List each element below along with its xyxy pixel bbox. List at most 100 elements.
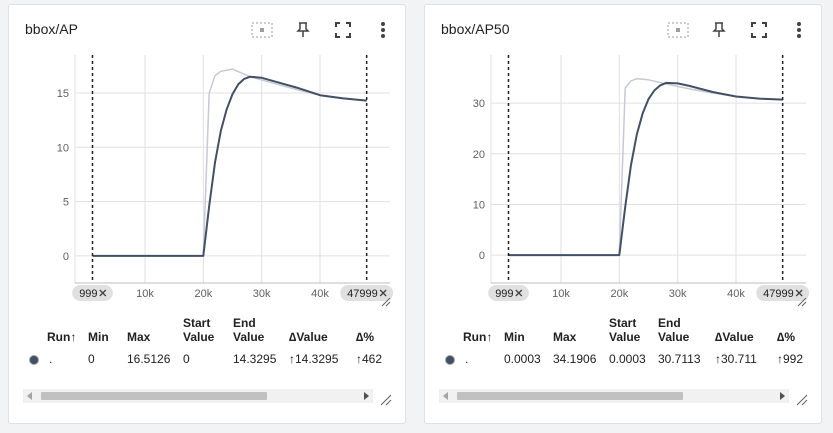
close-icon bbox=[379, 289, 387, 297]
line-chart[interactable]: 0 10 20 30 10k 20k 30k 40k 999 47999 bbox=[425, 5, 822, 305]
fullscreen-icon bbox=[751, 22, 767, 38]
chip-label: 47999 bbox=[347, 288, 378, 300]
y-tick-label: 0 bbox=[63, 251, 69, 263]
x-tick-label: 40k bbox=[311, 288, 329, 300]
cell-delta-pct: ↑462 bbox=[356, 352, 383, 366]
card-title: bbox/AP50 bbox=[441, 21, 510, 37]
y-tick-label: 30 bbox=[473, 98, 485, 110]
more-vert-icon bbox=[797, 22, 801, 38]
more-options-button[interactable] bbox=[786, 17, 812, 43]
run-color-dot bbox=[29, 355, 39, 365]
scalar-card-bbox-ap50: bbox/AP50 0 10 20 30 10k 20k 30k 40k 999 47999 Ru… bbox=[424, 4, 822, 424]
x-tick-label: 20k bbox=[610, 288, 628, 300]
more-options-button[interactable] bbox=[370, 17, 396, 43]
scroll-right-icon[interactable] bbox=[364, 392, 369, 400]
scalar-card-bbox-ap: bbox/AP 0 5 10 15 10k 20k 30k 40k 999 47999 Run↑ … bbox=[8, 4, 406, 424]
y-tick-label: 20 bbox=[473, 149, 485, 161]
sort-arrow-icon: ↑ bbox=[486, 330, 493, 344]
cell-max: 16.5126 bbox=[127, 352, 171, 366]
y-tick-label: 15 bbox=[57, 88, 69, 100]
cell-min: 0 bbox=[88, 352, 95, 366]
y-tick-label: 5 bbox=[63, 197, 69, 209]
x-tick-label: 30k bbox=[253, 288, 271, 300]
cell-run: . bbox=[465, 352, 469, 366]
run-color-dot bbox=[445, 355, 455, 365]
header-min[interactable]: Min bbox=[504, 330, 525, 344]
horizontal-scrollbar[interactable] bbox=[23, 389, 373, 403]
header-delta-value[interactable]: ∆Value bbox=[715, 330, 754, 344]
range-start-chip[interactable]: 999 bbox=[488, 285, 529, 301]
cell-run: . bbox=[49, 352, 53, 366]
range-start-chip[interactable]: 999 bbox=[72, 285, 113, 301]
header-run[interactable]: Run↑ bbox=[463, 330, 493, 344]
cell-end-value: 14.3295 bbox=[233, 352, 277, 366]
chip-background bbox=[340, 285, 394, 301]
resize-handle-icon[interactable] bbox=[381, 297, 391, 307]
cell-delta-value: ↑30.711 bbox=[715, 352, 757, 366]
chip-background bbox=[756, 285, 810, 301]
cell-delta-pct: ↑992 bbox=[777, 352, 804, 366]
header-end-value[interactable]: End Value bbox=[233, 316, 265, 344]
x-tick-label: 10k bbox=[136, 288, 154, 300]
fullscreen-button[interactable] bbox=[330, 17, 356, 43]
x-tick-label: 40k bbox=[727, 288, 745, 300]
header-delta-value[interactable]: ∆Value bbox=[289, 330, 328, 344]
fullscreen-button[interactable] bbox=[746, 17, 772, 43]
fit-domain-icon bbox=[251, 22, 273, 38]
fit-domain-icon bbox=[667, 22, 689, 38]
resize-handle-icon[interactable] bbox=[796, 394, 808, 406]
scroll-left-icon[interactable] bbox=[443, 392, 448, 400]
close-icon bbox=[795, 289, 803, 297]
header-delta-pct[interactable]: ∆% bbox=[777, 330, 796, 344]
x-tick-label: 10k bbox=[552, 288, 570, 300]
pin-icon bbox=[296, 22, 310, 37]
header-end-value[interactable]: End Value bbox=[658, 316, 690, 344]
header-delta-pct[interactable]: ∆% bbox=[356, 330, 375, 344]
cell-end-value: 30.7113 bbox=[658, 352, 701, 366]
y-tick-label: 10 bbox=[57, 142, 69, 154]
close-icon bbox=[515, 289, 523, 297]
x-tick-label: 30k bbox=[669, 288, 687, 300]
cell-start-value: 0.0003 bbox=[609, 352, 646, 366]
chip-label: 999 bbox=[495, 288, 513, 300]
sort-arrow-icon: ↑ bbox=[70, 330, 77, 344]
header-min[interactable]: Min bbox=[88, 330, 109, 344]
scrollbar-thumb[interactable] bbox=[41, 392, 267, 400]
chip-label: 47999 bbox=[763, 288, 794, 300]
cell-delta-value: ↑14.3295 bbox=[289, 352, 339, 366]
y-tick-label: 10 bbox=[473, 199, 485, 211]
header-max[interactable]: Max bbox=[553, 330, 577, 344]
y-tick-label: 0 bbox=[479, 250, 485, 262]
chip-background bbox=[72, 285, 113, 301]
header-max[interactable]: Max bbox=[127, 330, 151, 344]
cell-max: 34.1906 bbox=[553, 352, 597, 366]
fit-domain-button[interactable] bbox=[249, 17, 275, 43]
chip-label: 999 bbox=[79, 288, 97, 300]
range-end-chip[interactable]: 47999 bbox=[340, 285, 394, 301]
x-tick-label: 20k bbox=[194, 288, 212, 300]
resize-handle-icon[interactable] bbox=[797, 297, 807, 307]
scroll-right-icon[interactable] bbox=[780, 392, 785, 400]
pin-button[interactable] bbox=[706, 17, 732, 43]
cell-min: 0.0003 bbox=[504, 352, 541, 366]
series-line-raw bbox=[92, 68, 367, 257]
header-start-value[interactable]: Start Value bbox=[609, 316, 641, 344]
scrollbar-thumb[interactable] bbox=[457, 392, 683, 400]
horizontal-scrollbar[interactable] bbox=[439, 389, 789, 403]
line-chart[interactable]: 0 5 10 15 10k 20k 30k 40k 999 47999 bbox=[9, 5, 406, 305]
chip-background bbox=[488, 285, 529, 301]
scroll-left-icon[interactable] bbox=[27, 392, 32, 400]
cell-start-value: 0 bbox=[183, 352, 190, 366]
header-run[interactable]: Run↑ bbox=[47, 330, 77, 344]
pin-button[interactable] bbox=[290, 17, 316, 43]
fit-domain-button[interactable] bbox=[665, 17, 691, 43]
more-vert-icon bbox=[381, 22, 385, 38]
pin-icon bbox=[712, 22, 726, 37]
range-end-chip[interactable]: 47999 bbox=[756, 285, 810, 301]
header-start-value[interactable]: Start Value bbox=[183, 316, 215, 344]
close-icon bbox=[99, 289, 107, 297]
resize-handle-icon[interactable] bbox=[380, 394, 392, 406]
card-title: bbox/AP bbox=[25, 21, 78, 37]
series-line-smoothed bbox=[508, 81, 783, 257]
fullscreen-icon bbox=[335, 22, 351, 38]
